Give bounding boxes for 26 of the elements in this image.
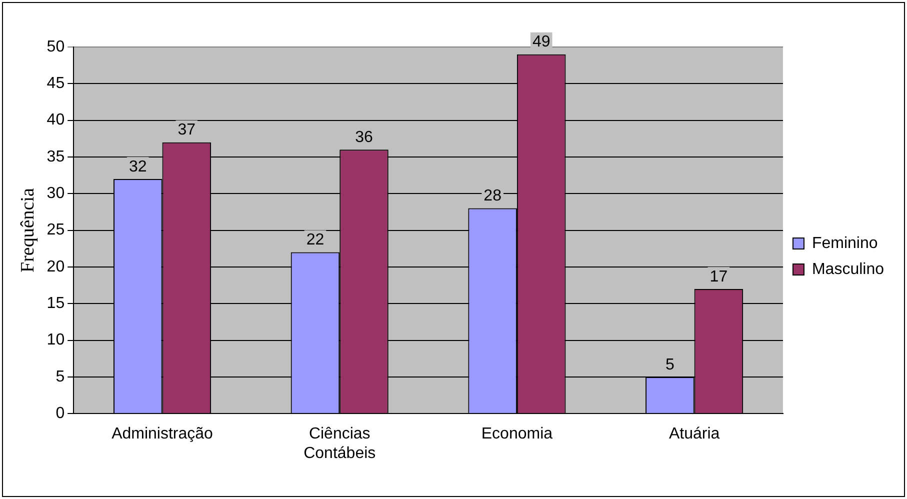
data-label: 5 <box>665 356 674 374</box>
y-tick-label: 40 <box>46 112 65 129</box>
y-tick-label: 50 <box>46 38 65 56</box>
legend-label: Masculino <box>812 260 884 278</box>
y-tick-label: 25 <box>46 222 65 239</box>
y-tick-label: 10 <box>46 332 65 349</box>
x-tick-label: Ciências Contábeis <box>304 426 376 462</box>
data-label: 17 <box>710 268 728 286</box>
legend-label: Feminino <box>812 234 878 252</box>
x-tick-label: Economia <box>481 426 553 443</box>
y-tick-label: 30 <box>46 185 65 202</box>
data-label: 22 <box>306 232 324 249</box>
y-tick-label: 0 <box>56 405 65 422</box>
y-tick-label: 20 <box>46 258 65 276</box>
x-tick-label: Administração <box>112 426 214 443</box>
y-tick-label: 45 <box>46 75 65 92</box>
data-label: 49 <box>532 34 550 51</box>
data-label: 37 <box>178 122 196 139</box>
y-tick-label: 5 <box>56 368 65 386</box>
y-tick-label: 35 <box>46 148 65 166</box>
data-label: 28 <box>484 188 502 205</box>
x-tick-label: Atuária <box>668 426 720 443</box>
y-tick-label: 15 <box>46 295 65 312</box>
y-axis-title: Frequência <box>17 188 38 273</box>
data-label: 32 <box>128 158 147 176</box>
data-label: 36 <box>355 129 373 146</box>
